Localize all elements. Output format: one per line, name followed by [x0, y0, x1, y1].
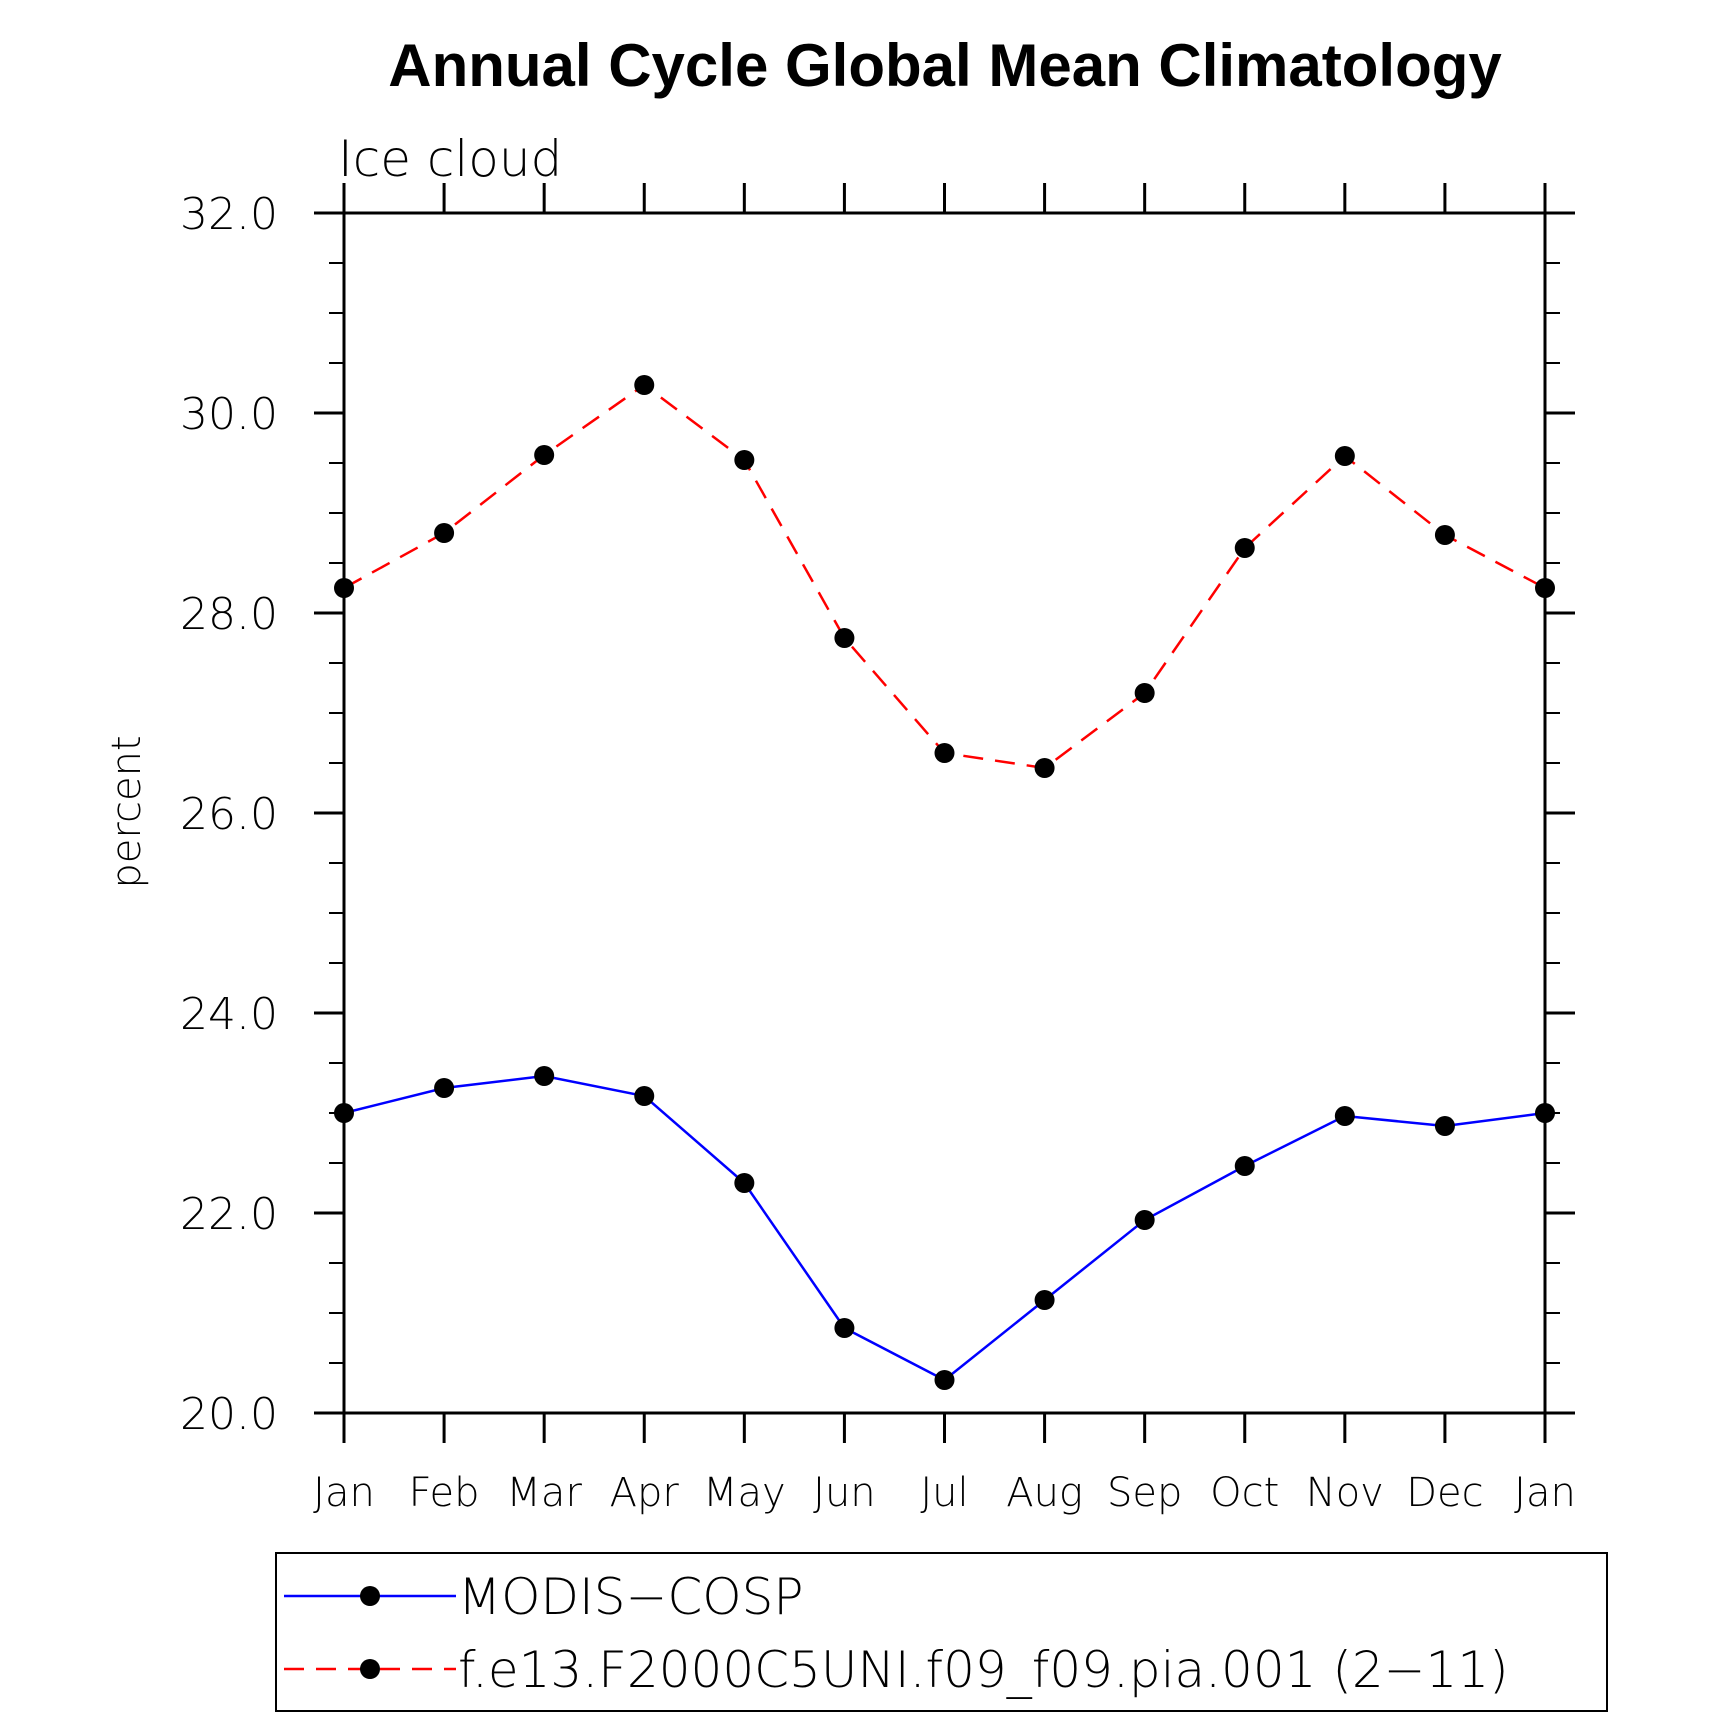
- legend: MODIS−COSP f.e13.F2000C5UNI.f09_f09.pia.0…: [275, 1552, 1608, 1712]
- x-tick-label: Jan: [1514, 1470, 1576, 1516]
- x-tick-label: May: [703, 1470, 786, 1516]
- data-point: [1434, 1116, 1455, 1136]
- series-layer: [334, 375, 1555, 1390]
- x-tick-label: Nov: [1306, 1470, 1384, 1516]
- legend-items: MODIS−COSP f.e13.F2000C5UNI.f09_f09.pia.0…: [284, 1568, 1509, 1699]
- x-tick-label: Sep: [1107, 1470, 1182, 1516]
- data-point: [1234, 538, 1255, 558]
- x-tick-label: Aug: [1006, 1470, 1083, 1516]
- y-tick-label: 22.0: [180, 1189, 278, 1240]
- y-tick-label: 20.0: [180, 1389, 278, 1440]
- y-tick-label: 30.0: [180, 389, 278, 440]
- x-tick-label: Oct: [1210, 1470, 1279, 1516]
- x-tick-label: Jan: [313, 1470, 375, 1516]
- data-point: [1334, 446, 1355, 466]
- data-point: [1034, 1290, 1055, 1310]
- data-point: [1535, 1103, 1555, 1123]
- data-point: [1034, 758, 1055, 778]
- y-tick-label: 24.0: [180, 989, 278, 1040]
- legend-label: f.e13.F2000C5UNI.f09_f09.pia.001 (2−11): [458, 1641, 1509, 1699]
- y-axis-label: percent: [104, 735, 150, 888]
- y-tick-label: 26.0: [180, 789, 278, 840]
- chart-subtitle: Ice cloud: [338, 130, 562, 188]
- data-point: [434, 1078, 455, 1098]
- data-point: [334, 1103, 354, 1123]
- data-point: [834, 628, 855, 648]
- legend-item-2: f.e13.F2000C5UNI.f09_f09.pia.001 (2−11): [284, 1641, 1509, 1699]
- series-line: [343, 383, 1546, 770]
- data-point: [334, 578, 354, 598]
- x-tick-label: Jun: [813, 1470, 876, 1516]
- x-tick-label: Jul: [920, 1470, 968, 1516]
- plot-frame: [342, 211, 1547, 1415]
- x-tick-label: Dec: [1406, 1470, 1483, 1516]
- y-tick-labels: 20.0 22.0 24.0 26.0 28.0 30.0 32.0: [180, 189, 278, 1440]
- chart-title: Annual Cycle Global Mean Climatology: [388, 32, 1502, 99]
- axes: [314, 183, 1575, 1443]
- data-point: [634, 1086, 655, 1106]
- data-point: [834, 1318, 855, 1338]
- y-tick-label: 28.0: [180, 589, 278, 640]
- data-point: [1134, 1210, 1155, 1230]
- y-tick-label: 32.0: [180, 189, 278, 240]
- x-tick-label: Feb: [409, 1470, 480, 1516]
- x-tick-label: Mar: [506, 1470, 582, 1516]
- series-line: [343, 1074, 1546, 1382]
- data-point: [634, 375, 655, 395]
- data-point: [734, 450, 755, 470]
- data-point: [1234, 1156, 1255, 1176]
- legend-item-1: MODIS−COSP: [284, 1568, 804, 1626]
- data-point: [1535, 578, 1555, 598]
- data-point: [534, 445, 555, 465]
- legend-marker: [360, 1586, 380, 1606]
- data-point: [934, 743, 955, 763]
- data-point: [534, 1066, 555, 1086]
- data-point: [934, 1370, 955, 1390]
- series-1: [334, 1066, 1555, 1390]
- x-tick-label: Apr: [610, 1470, 680, 1516]
- data-point: [1434, 525, 1455, 545]
- x-tick-labels: Jan Feb Mar Apr May Jun Jul Aug Sep Oct Nov Dec Jan: [313, 1470, 1576, 1516]
- data-point: [1134, 683, 1155, 703]
- legend-box: [275, 1552, 1608, 1712]
- data-point: [734, 1173, 755, 1193]
- legend-label: MODIS−COSP: [458, 1568, 804, 1626]
- series-2: [334, 375, 1555, 778]
- data-point: [1334, 1106, 1355, 1126]
- data-point: [434, 523, 455, 543]
- legend-marker: [360, 1659, 380, 1679]
